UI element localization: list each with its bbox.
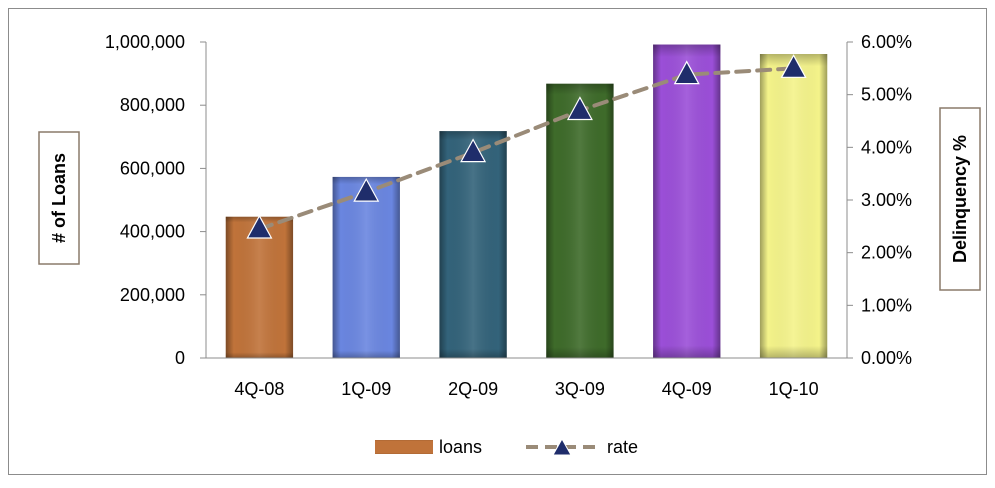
y-tick-label: 0 xyxy=(175,348,185,368)
bar-bevel-v xyxy=(653,44,721,358)
bar-bevel-v xyxy=(332,176,400,358)
x-tick-label: 1Q-09 xyxy=(341,379,391,399)
y-axis-title-group: # of Loans xyxy=(38,131,80,265)
legend-swatch-loans-shade xyxy=(375,440,433,454)
x-tick-label: 4Q-09 xyxy=(662,379,712,399)
bar-bevel-v xyxy=(225,216,294,358)
legend-label-loans: loans xyxy=(439,437,482,457)
y-tick-label: 200,000 xyxy=(120,285,185,305)
x-tick-label: 2Q-09 xyxy=(448,379,498,399)
rate-marker-3Q-09 xyxy=(566,96,593,121)
bar-2Q-09 xyxy=(439,131,507,358)
bar-bevel-v xyxy=(759,54,828,359)
y-tick-label: 400,000 xyxy=(120,222,185,242)
legend-marker-rate xyxy=(552,437,572,456)
bar-bevel-v xyxy=(439,131,507,358)
y2-tick-label: 0.00% xyxy=(861,348,912,368)
bar-4Q-09 xyxy=(653,44,721,358)
bar-1Q-10 xyxy=(759,54,828,359)
y-tick-label: 1,000,000 xyxy=(105,32,185,52)
rate-line xyxy=(257,66,796,231)
bar-1Q-09 xyxy=(332,176,400,358)
y2-tick-label: 5.00% xyxy=(861,85,912,105)
bar-bevel-v xyxy=(546,83,614,358)
x-tick-label: 3Q-09 xyxy=(555,379,605,399)
bar-3Q-09 xyxy=(546,83,614,358)
y-axis-title-box xyxy=(38,131,80,265)
y2-tick-label: 1.00% xyxy=(861,295,912,315)
legend: loans rate xyxy=(375,437,638,457)
x-tick-label: 1Q-10 xyxy=(769,379,819,399)
y2-tick-label: 3.00% xyxy=(861,190,912,210)
ticks-layer: 0 200,000 400,000 600,000 800,000 1,000,000 0.… xyxy=(105,32,912,399)
legend-label-rate: rate xyxy=(607,437,638,457)
y2-tick-label: 6.00% xyxy=(861,32,912,52)
y2-axis-title-group: Delinquency % xyxy=(939,107,981,291)
rate-marker-4Q-08 xyxy=(246,214,273,239)
y2-axis-title: Delinquency % xyxy=(950,135,970,263)
y2-axis-title-box xyxy=(939,107,981,291)
rate-marker-4Q-09 xyxy=(673,60,700,85)
rate-marker-1Q-09 xyxy=(353,177,380,202)
rate-line-layer xyxy=(246,54,807,239)
y2-tick-label: 2.00% xyxy=(861,243,912,263)
bars-layer xyxy=(225,44,828,359)
y-tick-label: 800,000 xyxy=(120,95,185,115)
rate-marker-2Q-09 xyxy=(460,138,487,163)
x-tick-label: 4Q-08 xyxy=(234,379,284,399)
bar-4Q-08 xyxy=(225,216,294,358)
rate-marker-1Q-10 xyxy=(780,54,807,78)
y-tick-label: 600,000 xyxy=(120,158,185,178)
y2-tick-label: 4.00% xyxy=(861,137,912,157)
y-axis-title: # of Loans xyxy=(49,153,69,243)
